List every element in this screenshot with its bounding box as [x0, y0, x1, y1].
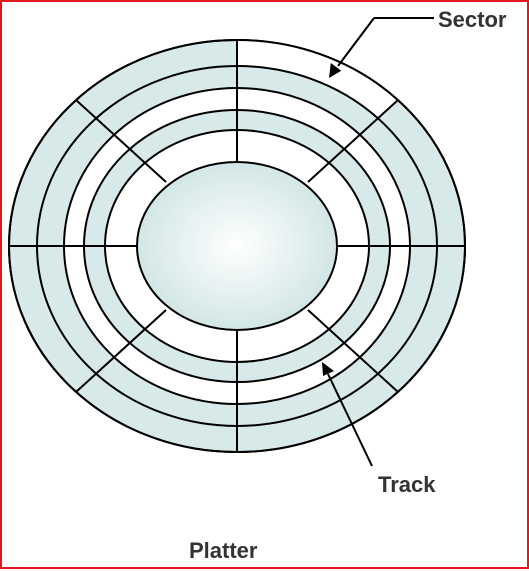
- platter-rim: [8, 39, 466, 453]
- sector-line: [75, 99, 167, 183]
- platter-title: Platter: [189, 538, 258, 563]
- highlighted-sector: [237, 40, 398, 119]
- sector-line: [75, 309, 167, 393]
- track-leader: [322, 362, 373, 467]
- sector-line: [307, 309, 399, 393]
- track-arrowhead: [322, 362, 334, 376]
- sector-arrowhead: [329, 63, 342, 78]
- track-leader-line: [327, 373, 373, 467]
- track-band-1: [36, 65, 438, 427]
- sector-label: Sector: [438, 7, 507, 32]
- track-label: Track: [378, 472, 436, 497]
- sector-leader: [329, 17, 434, 78]
- sector-line: [307, 99, 399, 183]
- platter-hub: [136, 161, 338, 331]
- sector-lines: [9, 40, 465, 452]
- sector-leader-line: [337, 17, 375, 67]
